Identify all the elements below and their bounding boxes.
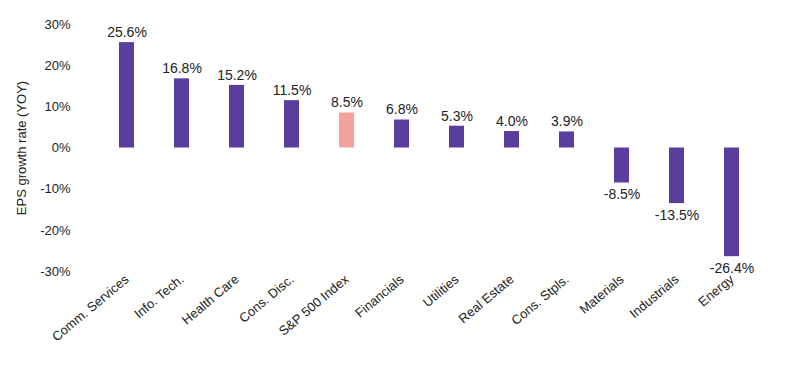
svg-text:Health Care: Health Care <box>179 271 242 327</box>
svg-text:Industrials: Industrials <box>627 271 682 321</box>
svg-text:-13.5%: -13.5% <box>655 207 699 223</box>
svg-text:16.8%: 16.8% <box>162 60 202 76</box>
svg-text:11.5%: 11.5% <box>273 82 312 98</box>
svg-text:3.9%: 3.9% <box>551 113 583 129</box>
svg-text:25.6%: 25.6% <box>107 24 147 40</box>
svg-text:20%: 20% <box>44 58 70 73</box>
svg-text:Financials: Financials <box>352 271 407 320</box>
svg-text:EPS growth rate (YOY): EPS growth rate (YOY) <box>14 81 29 215</box>
svg-text:Cons. Disc.: Cons. Disc. <box>236 271 297 326</box>
svg-text:30%: 30% <box>44 17 70 32</box>
svg-text:8.5%: 8.5% <box>331 94 363 110</box>
svg-text:6.8%: 6.8% <box>386 101 418 117</box>
svg-text:Materials: Materials <box>577 271 627 317</box>
svg-text:-10%: -10% <box>40 181 71 196</box>
svg-text:-8.5%: -8.5% <box>604 186 641 202</box>
svg-text:0%: 0% <box>52 140 71 155</box>
svg-text:Energy: Energy <box>695 271 737 309</box>
svg-text:-20%: -20% <box>40 222 71 237</box>
svg-text:-30%: -30% <box>40 264 71 279</box>
svg-text:-26.4%: -26.4% <box>710 260 754 276</box>
svg-text:Utilities: Utilities <box>420 271 462 310</box>
svg-text:Comm. Services: Comm. Services <box>49 271 132 344</box>
svg-text:S&P 500 Index: S&P 500 Index <box>276 271 352 338</box>
svg-text:15.2%: 15.2% <box>217 67 257 83</box>
svg-text:Cons. Stpls.: Cons. Stpls. <box>508 271 571 328</box>
svg-text:Real Estate: Real Estate <box>455 271 516 326</box>
svg-text:Info. Tech.: Info. Tech. <box>131 271 186 321</box>
svg-text:10%: 10% <box>44 99 70 114</box>
svg-text:5.3%: 5.3% <box>441 108 473 124</box>
svg-text:4.0%: 4.0% <box>496 113 528 129</box>
